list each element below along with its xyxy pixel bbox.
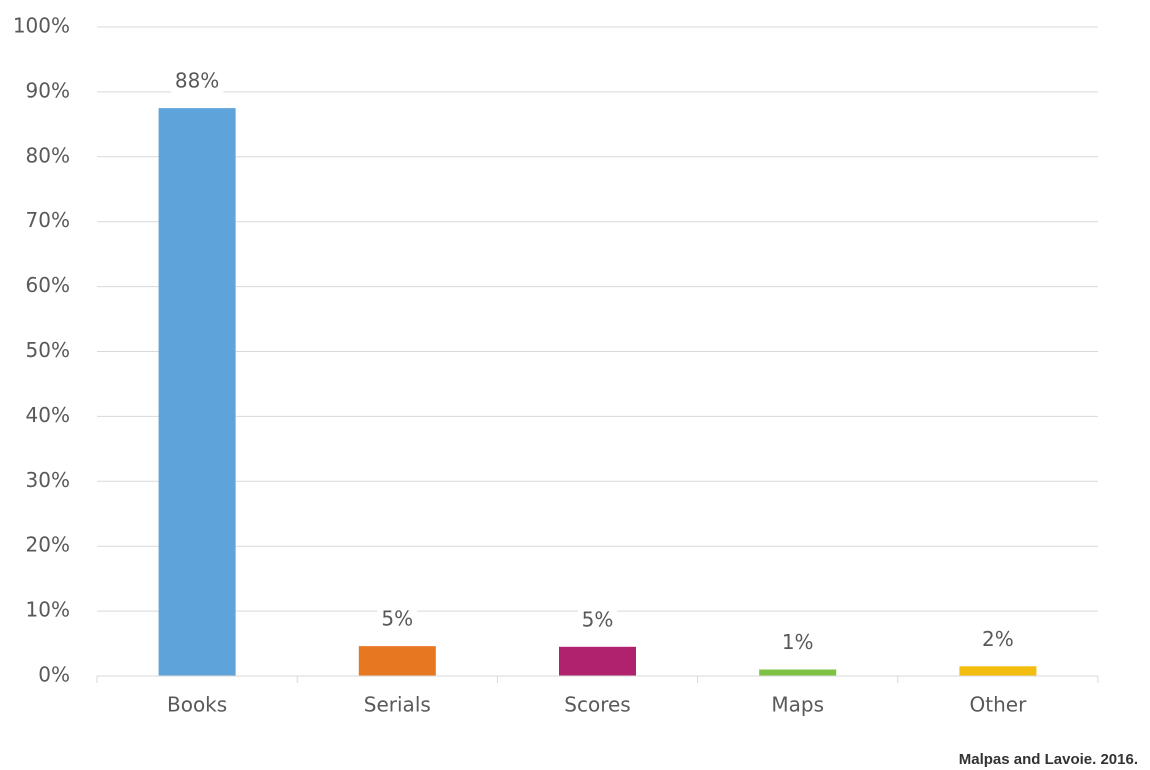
y-tick-label: 80% [26, 143, 70, 167]
data-label: 5% [582, 607, 614, 631]
y-tick-label: 10% [26, 598, 70, 622]
data-label: 5% [381, 607, 413, 631]
y-tick-label: 60% [26, 273, 70, 297]
bar [358, 646, 436, 676]
x-tick-label: Books [167, 693, 227, 717]
data-label: 1% [782, 630, 814, 654]
y-tick-label: 70% [26, 208, 70, 232]
x-tick-label: Scores [564, 693, 630, 717]
data-label-bg [377, 604, 418, 633]
y-tick-label: 100% [13, 14, 70, 38]
data-label-bg [777, 628, 818, 657]
bar [759, 669, 837, 676]
y-tick-label: 20% [26, 533, 70, 557]
x-tick-label: Serials [364, 693, 431, 717]
bar [959, 666, 1037, 676]
data-label: 88% [175, 69, 219, 93]
data-label: 2% [982, 627, 1014, 651]
y-tick-label: 90% [26, 78, 70, 102]
source: Malpas and Lavoie. 2016. [959, 751, 1138, 768]
bar [559, 646, 636, 676]
x-tick-label: Other [970, 693, 1028, 717]
data-label-bg [978, 624, 1018, 653]
y-tick-label: 50% [26, 338, 70, 362]
data-label-bg [170, 66, 224, 95]
y-tick-label: 40% [26, 403, 70, 427]
data-label-bg [577, 605, 618, 634]
x-tick-label: Maps [771, 693, 824, 717]
bar [158, 108, 236, 676]
y-tick-label: 0% [38, 663, 70, 687]
y-tick-label: 30% [26, 468, 70, 492]
